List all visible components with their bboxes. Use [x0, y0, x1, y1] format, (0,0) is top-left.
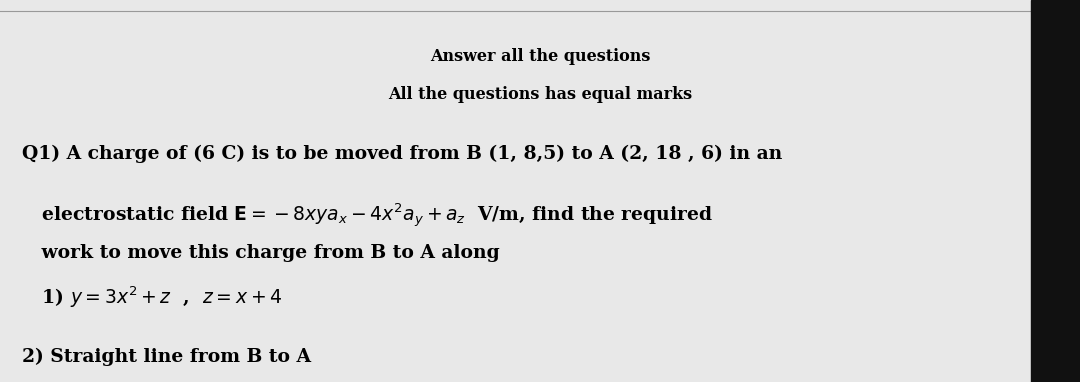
Text: Answer all the questions: Answer all the questions	[430, 48, 650, 65]
Text: Q1) A charge of (6 C) is to be moved from B (1, 8,5) to A (2, 18 , 6) in an: Q1) A charge of (6 C) is to be moved fro…	[22, 145, 782, 163]
Text: 1) $y = 3x^2 + z$  ,  $z = x + 4$: 1) $y = 3x^2 + z$ , $z = x + 4$	[22, 285, 282, 310]
Text: 2) Straight line from B to A: 2) Straight line from B to A	[22, 348, 311, 366]
Text: work to move this charge from B to A along: work to move this charge from B to A alo…	[22, 244, 499, 262]
Text: electrostatic field $\mathbf{E} = -8xya_x - 4x^2a_y + a_z$  V/m, find the requir: electrostatic field $\mathbf{E} = -8xya_…	[22, 202, 713, 230]
Text: All the questions has equal marks: All the questions has equal marks	[388, 86, 692, 103]
Bar	[1031, 0, 1080, 382]
